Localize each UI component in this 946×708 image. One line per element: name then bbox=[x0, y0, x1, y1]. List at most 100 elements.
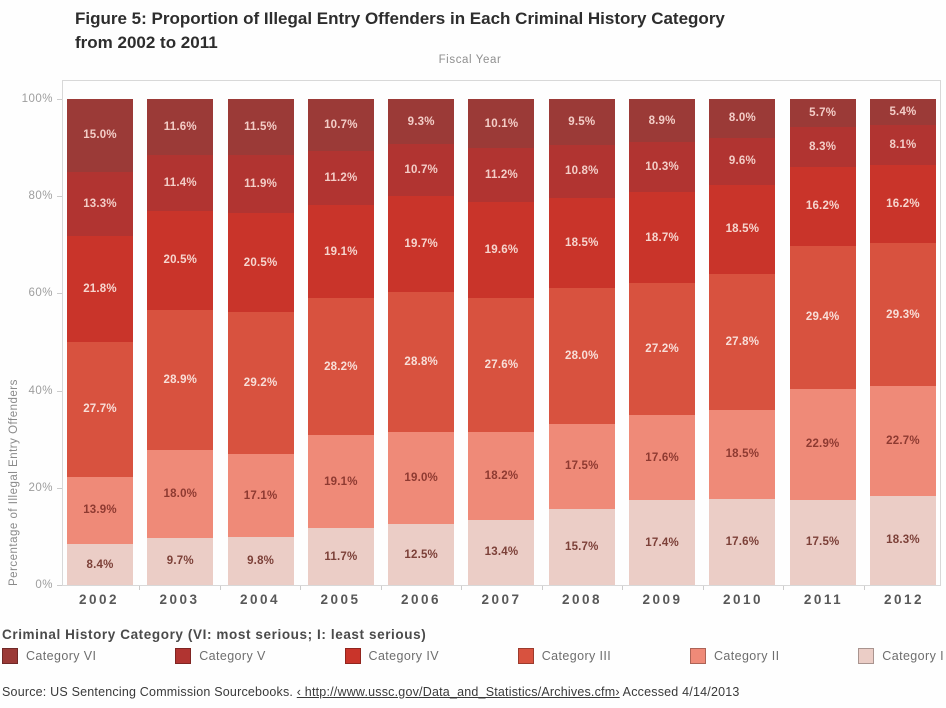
segment-value-label: 13.4% bbox=[484, 546, 519, 559]
segment-value-label: 18.5% bbox=[725, 448, 760, 461]
segment-category-vi: 8.0% bbox=[709, 99, 776, 138]
segment-category-iii: 27.8% bbox=[709, 274, 776, 410]
segment-value-label: 16.2% bbox=[886, 197, 920, 210]
segment-value-label: 15.0% bbox=[83, 129, 117, 142]
segment-category-ii: 17.1% bbox=[227, 454, 294, 538]
stacked-bar-2009: 8.9% 10.3% 18.7% 27.2% 17.6% 17.4% bbox=[629, 99, 696, 585]
segment-category-iv: 18.5% bbox=[548, 197, 615, 288]
stacked-bar-2007: 10.1% 11.2% 19.6% 27.6% 18.2% 13.4% bbox=[468, 99, 535, 585]
segment-category-vi: 15.0% bbox=[67, 99, 133, 172]
segment-value-label: 17.6% bbox=[645, 451, 679, 464]
segment-value-label: 19.6% bbox=[484, 243, 519, 256]
figure-title-line1: Figure 5: Proportion of Illegal Entry Of… bbox=[75, 9, 725, 28]
segment-value-label: 10.1% bbox=[484, 117, 519, 130]
segment-category-v: 11.2% bbox=[307, 151, 374, 206]
segment-category-v: 11.4% bbox=[147, 155, 214, 211]
segment-category-iv: 19.1% bbox=[307, 205, 374, 299]
segment-value-label: 9.6% bbox=[728, 155, 756, 168]
segment-category-ii: 18.0% bbox=[147, 450, 214, 538]
legend: Category VI Category V Category IV Category… bbox=[2, 648, 944, 664]
segment-category-ii: 19.0% bbox=[388, 431, 455, 525]
segment-category-vi: 5.7% bbox=[789, 99, 856, 127]
segment-category-v: 11.2% bbox=[468, 148, 535, 203]
segment-category-v: 13.3% bbox=[67, 171, 133, 237]
segment-value-label: 29.4% bbox=[805, 311, 840, 324]
legend-item-category-i: Category I bbox=[858, 648, 944, 664]
segment-value-label: 5.4% bbox=[889, 106, 917, 119]
segment-category-ii: 18.5% bbox=[709, 409, 776, 500]
x-tick-mark bbox=[541, 586, 543, 590]
segment-value-label: 8.0% bbox=[728, 112, 756, 125]
x-tick-mark bbox=[380, 586, 382, 590]
source-link[interactable]: ‹ http://www.ussc.gov/Data_and_Statistic… bbox=[296, 685, 620, 699]
segment-value-label: 8.3% bbox=[809, 140, 837, 153]
segment-category-i: 12.5% bbox=[388, 524, 455, 585]
bars: 15.0% 13.3% 21.8% 27.7% 13.9% 8.4% 11.6% 11.4% 2… bbox=[67, 99, 936, 585]
segment-category-vi: 9.3% bbox=[388, 99, 455, 145]
x-tick-2011: 2011 bbox=[803, 592, 844, 607]
segment-value-label: 8.9% bbox=[648, 114, 676, 127]
segment-value-label: 18.7% bbox=[645, 231, 679, 244]
segment-value-label: 19.1% bbox=[324, 245, 358, 258]
segment-category-iii: 29.3% bbox=[869, 243, 936, 386]
stacked-bar-2006: 9.3% 10.7% 19.7% 28.8% 19.0% 12.5% bbox=[388, 99, 455, 585]
segment-category-i: 18.3% bbox=[869, 496, 936, 585]
segment-value-label: 11.7% bbox=[324, 550, 358, 563]
segment-value-label: 11.9% bbox=[244, 177, 278, 190]
segment-value-label: 28.9% bbox=[163, 374, 198, 387]
segment-category-i: 13.4% bbox=[468, 519, 535, 585]
segment-value-label: 10.7% bbox=[324, 119, 358, 131]
source-line: Source: US Sentencing Commission Sourceb… bbox=[2, 685, 942, 699]
y-tick-100pct: 100% bbox=[21, 93, 53, 105]
plot-area: 15.0% 13.3% 21.8% 27.7% 13.9% 8.4% 11.6% 11.4% 2… bbox=[62, 80, 941, 586]
segment-category-iii: 28.9% bbox=[147, 310, 214, 451]
segment-value-label: 27.6% bbox=[484, 358, 519, 371]
x-tick-2008: 2008 bbox=[561, 592, 603, 607]
segment-value-label: 10.8% bbox=[564, 165, 599, 178]
segment-value-label: 17.1% bbox=[243, 489, 278, 502]
x-tick-2009: 2009 bbox=[642, 592, 683, 607]
segment-value-label: 29.3% bbox=[886, 308, 920, 321]
x-axis-years: 2002 2003 2004 2005 2006 2007 2008 2009 2010 2011… bbox=[66, 592, 937, 607]
x-tick-2007: 2007 bbox=[481, 592, 522, 607]
x-axis-title: Fiscal Year bbox=[438, 54, 502, 66]
y-tick-0pct: 0% bbox=[35, 579, 53, 591]
segment-category-vi: 10.1% bbox=[468, 99, 535, 149]
segment-value-label: 9.5% bbox=[568, 116, 596, 129]
segment-value-label: 17.5% bbox=[564, 460, 599, 473]
legend-label: Category III bbox=[541, 649, 612, 663]
segment-value-label: 18.2% bbox=[484, 469, 519, 482]
segment-value-label: 27.2% bbox=[645, 343, 679, 355]
y-tick-mark bbox=[57, 196, 62, 198]
segment-category-i: 17.6% bbox=[709, 499, 776, 585]
segment-value-label: 20.5% bbox=[243, 256, 278, 269]
segment-value-label: 17.4% bbox=[645, 536, 679, 549]
segment-category-i: 17.5% bbox=[789, 499, 856, 585]
segment-value-label: 29.2% bbox=[243, 377, 278, 390]
segment-category-i: 9.7% bbox=[147, 537, 214, 585]
stacked-bar-2011: 5.7% 8.3% 16.2% 29.4% 22.9% 17.5% bbox=[789, 99, 856, 585]
segment-category-ii: 17.6% bbox=[629, 415, 696, 501]
legend-label: Category VI bbox=[26, 649, 97, 663]
y-tick-60pct: 60% bbox=[28, 287, 53, 300]
legend-swatch-icon bbox=[2, 648, 18, 664]
segment-category-ii: 19.1% bbox=[307, 435, 374, 529]
legend-swatch-icon bbox=[517, 648, 534, 664]
segment-value-label: 8.1% bbox=[889, 138, 917, 151]
x-tick-mark bbox=[219, 586, 221, 590]
segment-category-iv: 18.7% bbox=[629, 192, 696, 283]
segment-value-label: 11.2% bbox=[484, 169, 518, 182]
segment-category-iv: 21.8% bbox=[67, 236, 133, 343]
x-tick-mark bbox=[300, 586, 302, 590]
legend-title: Criminal History Category (VI: most seri… bbox=[2, 627, 427, 642]
segment-value-label: 19.0% bbox=[404, 472, 438, 485]
stacked-bar-2012: 5.4% 8.1% 16.2% 29.3% 22.7% 18.3% bbox=[869, 99, 936, 585]
segment-category-vi: 11.5% bbox=[227, 99, 294, 155]
figure-title: Figure 5: Proportion of Illegal Entry Of… bbox=[75, 7, 875, 55]
y-tick-40pct: 40% bbox=[28, 384, 53, 397]
y-tick-80pct: 80% bbox=[28, 190, 53, 203]
segment-value-label: 13.9% bbox=[83, 504, 117, 517]
y-tick-mark bbox=[57, 293, 62, 295]
segment-value-label: 27.7% bbox=[83, 403, 117, 416]
segment-category-iv: 16.2% bbox=[869, 164, 936, 244]
